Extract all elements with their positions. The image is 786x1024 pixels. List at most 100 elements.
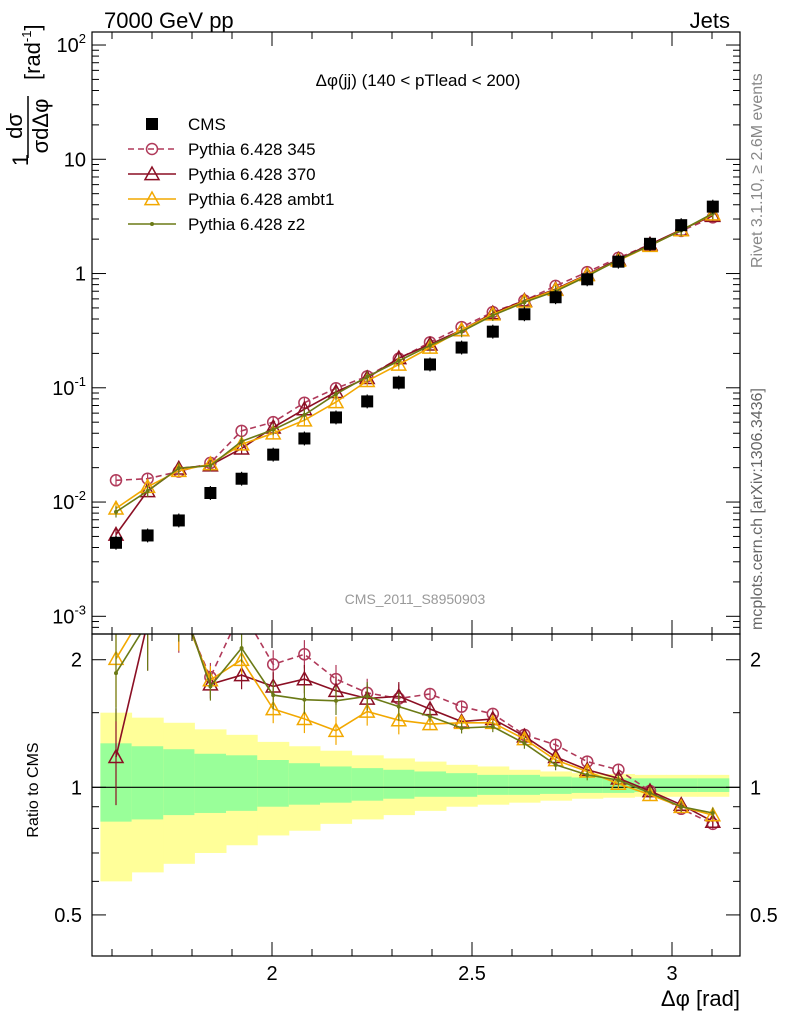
top-y-axis-label: 1 dσ σdΔφ [rad-1]: [2, 24, 53, 166]
ratio-band-green: [666, 778, 698, 792]
data-point-triangle: [390, 355, 408, 371]
data-point-square: [612, 255, 625, 268]
data-point-dot: [648, 790, 652, 795]
data-point-dot: [396, 358, 401, 363]
legend: CMS Pythia 6.428 345 Pythia 6.428 370 Pythi…: [128, 115, 334, 234]
data-point-dot: [679, 804, 684, 809]
data-point-dot: [271, 693, 276, 698]
data-point-triangle: [704, 806, 722, 822]
data-point-dot: [428, 343, 432, 348]
data-point-triangle: [264, 700, 282, 716]
data-point-dot: [334, 392, 338, 397]
data-point-square: [424, 358, 436, 371]
data-point-square: [146, 118, 158, 130]
ratio-y-tick-label-right: 1: [750, 777, 761, 799]
mcplots-reference-label: mcplots.cern.ch [arXiv:1306.3436]: [749, 388, 766, 630]
ratio-band-green: [540, 776, 573, 794]
data-point-square: [644, 237, 656, 250]
ratio-y-tick-label-right: 2: [750, 650, 761, 672]
ratio-band-green: [383, 769, 415, 799]
data-point-square: [298, 432, 311, 445]
data-point-square: [486, 325, 499, 338]
data-point-triangle: [296, 710, 313, 726]
ratio-band-green: [194, 753, 227, 813]
ylabel-fraction-denominator: σdΔφ: [28, 99, 53, 154]
top-y-tick-label: 1: [75, 264, 86, 286]
ratio-y-tick-label-right: 0.5: [750, 905, 778, 927]
data-point-dot: [208, 684, 213, 689]
ratio-band-green: [446, 773, 478, 797]
data-point-dot: [710, 810, 715, 815]
data-point-circle: [298, 648, 311, 661]
data-point-triangle: [296, 411, 313, 427]
data-point-square: [235, 472, 248, 485]
ratio-y-axis-label: Ratio to CMS: [25, 742, 42, 837]
top-y-tick-label: 10: [64, 149, 86, 171]
legend-label: Pythia 6.428 ambt1: [188, 190, 334, 209]
data-point-triangle: [327, 393, 345, 409]
data-point-dot: [365, 374, 370, 379]
data-point-dot: [239, 439, 244, 444]
data-point-square: [518, 308, 531, 321]
ratio-y-tick-label: 2: [71, 650, 82, 672]
data-point-dot: [490, 313, 495, 318]
data-point-square: [110, 536, 122, 549]
data-point-dot: [365, 694, 370, 699]
data-point-dot: [208, 463, 213, 468]
data-point-circle: [111, 551, 122, 562]
ylabel-fraction-numerator: dσ: [2, 113, 27, 139]
data-point-triangle: [233, 666, 250, 682]
data-point-square: [581, 273, 594, 286]
data-point-triangle: [143, 190, 161, 206]
data-point-square: [361, 395, 374, 408]
ratio-y-tick-label: 0.5: [54, 905, 82, 927]
data-point-dot: [302, 412, 307, 417]
top-y-tick-label: 102: [57, 31, 86, 57]
top-y-tick-label: 10-3: [52, 602, 86, 628]
ylabel-prefix: 1: [8, 154, 33, 166]
data-point-triangle: [172, 595, 186, 608]
data-point-triangle: [233, 651, 250, 667]
data-point-dot: [553, 762, 558, 767]
data-point-dot: [459, 726, 464, 731]
analysis-watermark: CMS_2011_S8950903: [345, 591, 486, 607]
data-point-triangle: [107, 748, 125, 764]
data-point-dot: [334, 698, 338, 703]
ratio-plot-frame: [91, 633, 741, 957]
rivet-version-label: Rivet 3.1.10, ≥ 2.6M events: [749, 73, 766, 268]
data-point-dot: [616, 778, 621, 783]
data-point-triangle: [264, 424, 282, 440]
top-y-tick-label: 10-1: [52, 374, 86, 400]
legend-label: Pythia 6.428 z2: [188, 215, 305, 234]
data-point-circle: [423, 687, 437, 701]
data-point-dot: [490, 724, 495, 729]
ratio-band-green: [257, 760, 290, 807]
ratio-band-green: [697, 778, 730, 792]
ratio-series-line-3: [115, 634, 713, 814]
data-point-circle: [266, 658, 280, 671]
legend-label: CMS: [188, 115, 226, 134]
data-point-triangle: [233, 439, 250, 455]
ratio-band-green: [477, 774, 510, 795]
data-point-dot: [114, 671, 118, 676]
ratio-band-green: [163, 749, 195, 816]
ratio-band-green: [226, 755, 258, 811]
top-y-tick-label: 10-2: [52, 488, 86, 514]
data-point-square: [267, 448, 280, 461]
data-point-dot: [177, 591, 181, 595]
ratio-band-green: [288, 763, 321, 805]
ylabel-unit-close: ]: [20, 24, 45, 30]
data-point-square: [204, 486, 217, 499]
x-tick-label: 2.5: [458, 963, 486, 985]
data-point-dot: [302, 697, 307, 702]
data-point-dot: [522, 300, 527, 305]
data-point-dot: [239, 646, 244, 651]
data-point-triangle: [358, 702, 376, 718]
energy-label: 7000 GeV pp: [104, 8, 234, 33]
ratio-y-tick-label: 1: [71, 777, 82, 799]
legend-label: Pythia 6.428 345: [188, 140, 316, 159]
ratio-band-green: [351, 768, 384, 801]
data-point-triangle: [172, 587, 186, 600]
x-tick-label: 2: [266, 963, 277, 985]
data-point-circle: [455, 700, 468, 713]
